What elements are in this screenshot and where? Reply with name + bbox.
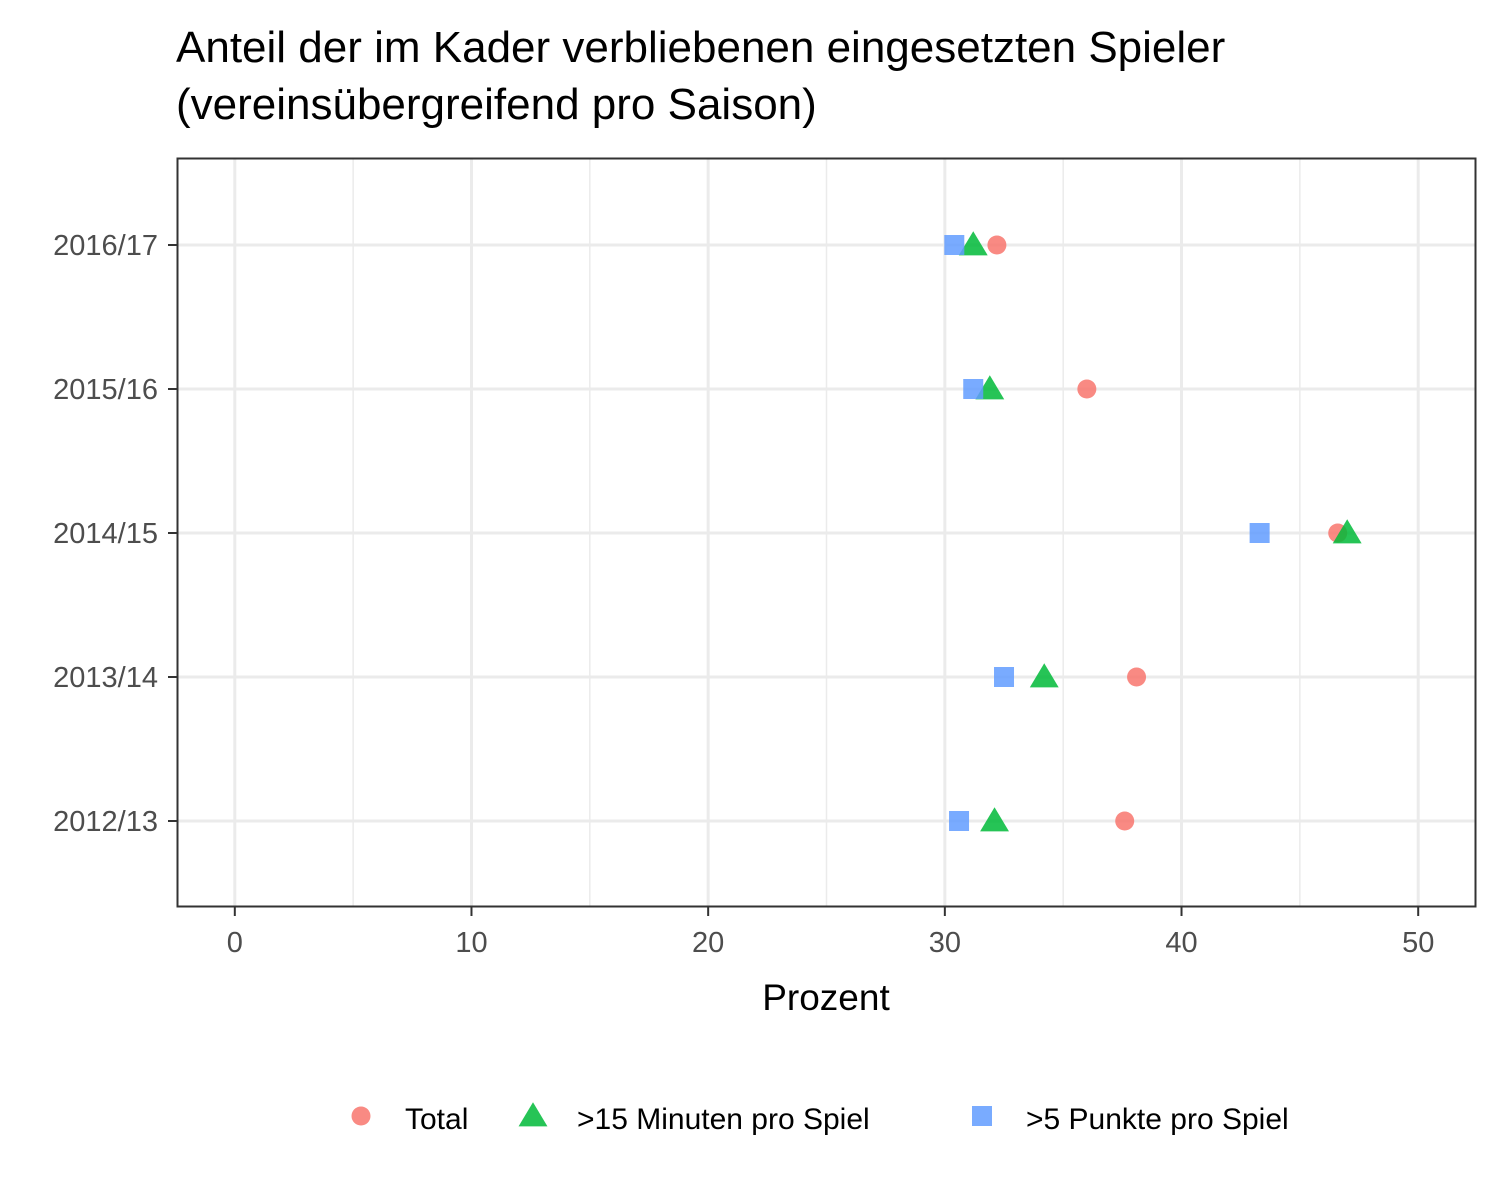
y-tick-label: 2016/17: [53, 230, 158, 262]
x-tick-label: 10: [455, 927, 487, 959]
data-point-square: [944, 235, 965, 255]
data-point-square: [994, 667, 1015, 687]
x-axis-title: Prozent: [762, 977, 890, 1018]
y-axis: 2012/13 2013/14 2014/15 2015/16 2016/17: [53, 230, 178, 838]
legend-item: >5 Punkte pro Spiel: [972, 1103, 1289, 1136]
legend-label: >5 Punkte pro Spiel: [1026, 1103, 1289, 1136]
data-point-triangle: [980, 807, 1009, 832]
data-point-circle: [987, 235, 1007, 255]
legend: Total >15 Minuten pro Spiel >5 Punkte pro …: [351, 1102, 1289, 1136]
chart-title: Anteil der im Kader verbliebenen eingese…: [176, 23, 1225, 72]
x-tick-label: 0: [227, 927, 243, 959]
data-point-triangle: [958, 231, 988, 256]
data-point-square: [1249, 523, 1270, 543]
data-point-circle: [1115, 811, 1135, 831]
legend-key-triangle: [518, 1102, 548, 1127]
x-axis: 0 10 20 30 40 50: [227, 906, 1434, 959]
x-tick-label: 20: [692, 927, 724, 959]
x-tick-label: 40: [1165, 927, 1197, 959]
y-tick-label: 2015/16: [53, 374, 158, 406]
data-point-triangle: [1029, 663, 1059, 688]
y-tick-label: 2013/14: [53, 662, 158, 694]
data-point-circle: [1127, 667, 1147, 687]
data-point-square: [949, 811, 970, 831]
y-tick-label: 2014/15: [53, 518, 158, 550]
x-tick-label: 30: [929, 927, 961, 959]
legend-label: >15 Minuten pro Spiel: [577, 1103, 870, 1136]
y-tick-label: 2012/13: [53, 806, 158, 838]
data-point-circle: [1077, 379, 1097, 399]
legend-label: Total: [405, 1103, 468, 1136]
data-point-square: [963, 379, 984, 399]
legend-item: Total: [351, 1103, 468, 1136]
x-tick-label: 50: [1402, 927, 1434, 959]
data-point-triangle: [1332, 519, 1362, 544]
legend-key-circle: [351, 1106, 371, 1126]
legend-key-square: [972, 1106, 992, 1126]
legend-item: >15 Minuten pro Spiel: [518, 1102, 870, 1136]
chart-subtitle: (vereinsübergreifend pro Saison): [176, 80, 817, 129]
data-points: [944, 231, 1362, 832]
